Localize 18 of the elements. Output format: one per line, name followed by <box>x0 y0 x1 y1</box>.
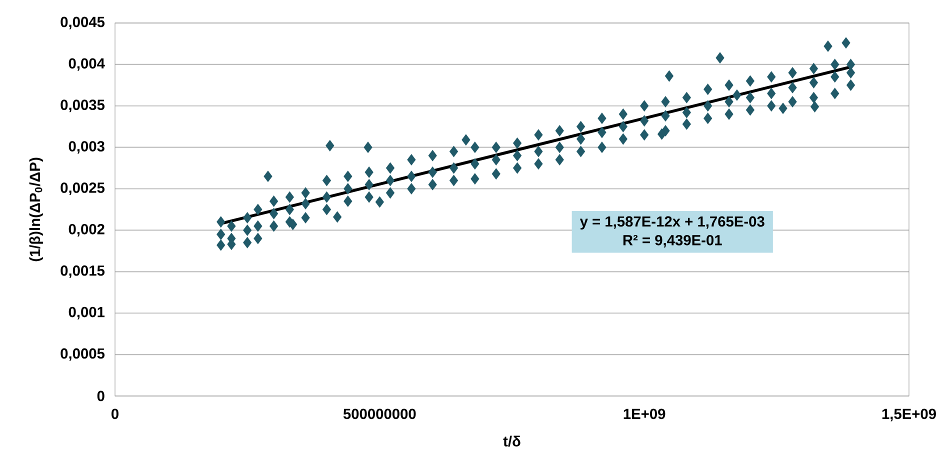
y-tick-label: 0,0045 <box>60 16 105 30</box>
y-axis-title: (1/β)ln(ΔP$_{0}$/ΔP) <box>29 158 43 262</box>
y-tick-label: 0,004 <box>68 58 105 71</box>
x-tick-label: 1,5E+09 <box>882 408 936 422</box>
y-tick-label: 0,001 <box>68 306 105 320</box>
annotation: R² = 9,439E-01 <box>623 234 722 248</box>
x-axis-title: t/δ <box>503 436 520 447</box>
x-tick-label: 500000000 <box>343 408 416 420</box>
y-tick-label: 0,0015 <box>60 265 105 278</box>
y-tick-label: 0,0005 <box>60 348 105 361</box>
annotation: y = 1,587E-12x + 1,765E-03 <box>580 216 764 230</box>
y-tick-label: 0,003 <box>68 141 104 154</box>
y-tick-label: 0,002 <box>68 224 104 236</box>
x-tick-label: 1E+09 <box>624 408 666 420</box>
x-tick-label: 0 <box>112 408 118 420</box>
y-tick-label: 0 <box>97 390 104 402</box>
y-tick-label: 0,0035 <box>60 100 105 112</box>
y-tick-label: 0,0025 <box>60 182 105 196</box>
